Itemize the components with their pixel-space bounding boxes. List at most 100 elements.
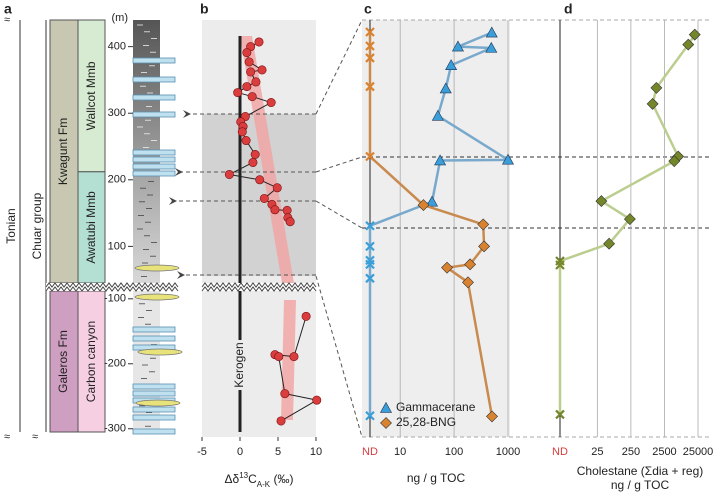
panel-label: a	[4, 1, 12, 17]
marker	[285, 217, 295, 227]
height-tick-label: 100	[108, 240, 126, 252]
x-tick-label: 1000	[496, 446, 520, 458]
series-segment	[245, 102, 272, 117]
lens	[134, 264, 180, 272]
marker	[688, 28, 701, 41]
nd-marker	[365, 273, 375, 284]
height-tick-label: -300	[104, 423, 126, 435]
marker	[242, 48, 252, 58]
marker	[255, 175, 265, 185]
x-tick-label: 2500	[652, 446, 676, 458]
marker	[477, 218, 490, 231]
marker	[445, 59, 458, 70]
marker	[241, 136, 251, 146]
marker	[237, 127, 247, 137]
marker	[439, 82, 452, 94]
marker	[682, 38, 695, 51]
series-segment	[430, 160, 442, 203]
series-segment	[608, 218, 631, 245]
marker	[462, 276, 474, 289]
series-segment	[437, 114, 509, 161]
x-tick-label: 10	[394, 446, 406, 458]
series-segment	[655, 43, 690, 89]
marker	[431, 109, 444, 121]
sandstone-bed	[132, 326, 176, 333]
sandstone-bed	[132, 76, 176, 83]
sandstone-bed	[132, 428, 176, 435]
sandstone-bed	[132, 149, 176, 156]
marker	[266, 98, 276, 108]
sandstone-bed	[132, 406, 176, 413]
annotation: Kerogen	[232, 342, 246, 387]
marker	[646, 97, 659, 110]
series-segment	[457, 45, 492, 50]
marker	[242, 82, 252, 92]
height-tick-label: -200	[104, 358, 126, 370]
series-segment	[284, 393, 317, 401]
x-axis-label-part: A-K	[257, 480, 271, 489]
formation-label: Kwagunt Fm	[56, 118, 70, 185]
marker	[603, 237, 616, 250]
panel-label: b	[200, 1, 209, 17]
x-axis-label: ng / g TOC	[407, 471, 466, 485]
marker	[464, 258, 477, 271]
marker	[650, 81, 663, 94]
series-segment	[229, 173, 260, 181]
series-segment	[600, 200, 631, 221]
marker	[254, 37, 264, 47]
sandstone-bed	[132, 170, 176, 177]
nd-marker	[365, 81, 375, 92]
unit-label: (m)	[112, 12, 129, 24]
x-tick-label: 10	[310, 446, 322, 458]
height-tick-label: -100	[104, 293, 126, 305]
sandstone-bed	[132, 57, 176, 64]
series-segment	[559, 242, 610, 263]
nd-marker	[365, 27, 375, 37]
series-segment	[423, 203, 484, 226]
marker	[485, 26, 498, 38]
marker	[485, 41, 498, 53]
legend-label: 25,28-BNG	[396, 415, 456, 429]
x-tick-label: 0	[237, 446, 243, 458]
marker	[224, 169, 234, 179]
legend-marker	[379, 401, 393, 413]
nd-marker	[365, 53, 375, 63]
nd-label: ND	[362, 446, 378, 458]
marker	[233, 88, 243, 98]
marker	[248, 157, 258, 167]
connector	[315, 200, 363, 229]
x-axis-label-part: 13	[239, 471, 248, 480]
marker	[259, 193, 269, 203]
series-segment	[466, 282, 494, 417]
member-label: Wallcot Mmb	[84, 61, 98, 130]
marker	[478, 240, 491, 253]
series-segment	[440, 158, 509, 162]
x-tick-label: 250	[622, 446, 640, 458]
x-axis-label-part: Δδ	[225, 472, 240, 486]
marker	[289, 352, 299, 362]
nd-marker	[365, 220, 375, 231]
nd-marker	[555, 409, 565, 420]
formation	[49, 19, 79, 284]
marker	[270, 205, 280, 215]
member	[77, 19, 106, 173]
marker	[312, 395, 322, 405]
marker	[301, 311, 311, 321]
break-symbol: ≈	[4, 14, 10, 26]
x-tick-label: 5	[275, 446, 281, 458]
series-segment	[280, 399, 318, 422]
series-segment	[369, 155, 425, 207]
marker	[623, 213, 636, 226]
series-segment	[457, 31, 493, 48]
series-segment	[450, 46, 492, 67]
sandstone-bed	[132, 414, 176, 421]
sandstone-bed	[132, 156, 176, 163]
x-tick-label: 25	[591, 446, 603, 458]
break-line	[45, 286, 179, 292]
formation-label: Galeros Fm	[56, 330, 70, 393]
member	[77, 171, 106, 284]
group-label: Chuar group	[30, 192, 44, 259]
sandstone-bed	[132, 163, 176, 170]
nd-marker	[555, 260, 565, 270]
